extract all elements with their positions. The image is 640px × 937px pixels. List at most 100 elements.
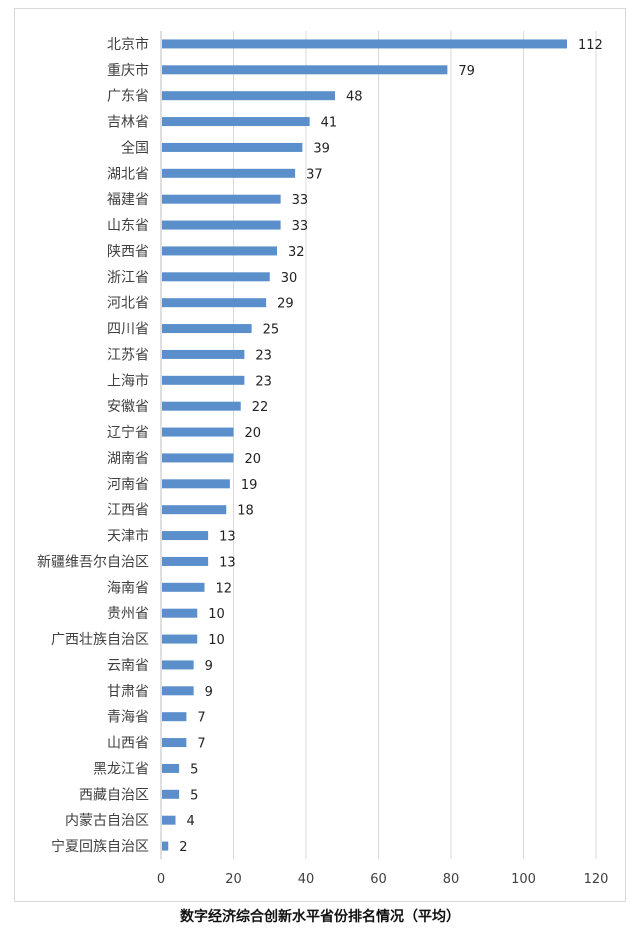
category-label: 陕西省 (107, 244, 149, 260)
bar (162, 194, 281, 204)
x-tick-label: 0 (157, 872, 165, 887)
bar (162, 841, 169, 851)
bar (162, 738, 187, 748)
bar (162, 634, 198, 644)
category-label: 北京市 (107, 36, 149, 53)
data-label: 19 (241, 478, 258, 493)
data-label: 5 (190, 788, 198, 803)
data-label: 39 (313, 141, 330, 156)
category-label: 辽宁省 (107, 424, 149, 441)
data-label: 9 (205, 685, 213, 700)
category-label: 江西省 (107, 503, 149, 519)
data-label: 41 (321, 116, 338, 131)
data-label: 4 (187, 814, 195, 829)
x-tick-label: 60 (370, 872, 387, 887)
data-label: 79 (458, 64, 475, 79)
category-label: 全国 (121, 139, 149, 156)
data-label: 10 (208, 607, 225, 622)
category-label: 广西壮族自治区 (51, 632, 149, 648)
data-label: 32 (288, 245, 305, 260)
data-label: 20 (245, 426, 262, 441)
bar (162, 479, 230, 489)
category-label: 广东省 (107, 89, 149, 105)
data-label: 20 (245, 452, 262, 467)
bar (162, 117, 310, 127)
bar (162, 65, 448, 75)
category-label: 宁夏回族自治区 (51, 838, 149, 855)
chart-frame (14, 8, 626, 902)
category-label: 四川省 (107, 322, 149, 338)
data-label: 9 (205, 659, 213, 674)
bar (162, 39, 567, 49)
category-label: 云南省 (107, 658, 149, 674)
data-label: 2 (179, 840, 187, 855)
data-label: 13 (219, 555, 236, 570)
bar (162, 763, 180, 773)
bar (162, 608, 198, 618)
x-tick-label: 100 (511, 872, 536, 887)
category-label: 贵州省 (107, 606, 149, 622)
category-label: 安徽省 (107, 399, 149, 415)
category-label: 福建省 (107, 192, 149, 208)
x-tick-label: 80 (443, 872, 460, 887)
category-label: 重庆市 (107, 62, 149, 79)
category-label: 江苏省 (107, 347, 149, 363)
bar (162, 168, 296, 178)
bar (162, 298, 267, 308)
data-label: 112 (578, 38, 603, 53)
data-label: 25 (263, 323, 280, 338)
data-label: 33 (292, 193, 309, 208)
data-label: 22 (252, 400, 269, 415)
data-label: 18 (237, 504, 254, 519)
data-label: 48 (346, 90, 363, 105)
data-label: 30 (281, 271, 298, 286)
bar (162, 712, 187, 722)
category-label: 青海省 (107, 710, 149, 726)
bar (162, 789, 180, 799)
data-label: 29 (277, 297, 294, 312)
bar (162, 556, 209, 566)
category-label: 湖北省 (107, 166, 149, 182)
category-label: 天津市 (107, 528, 149, 545)
bar (162, 324, 252, 334)
category-label: 黑龙江省 (93, 761, 149, 777)
data-label: 13 (219, 530, 236, 545)
bar (162, 453, 234, 463)
data-label: 12 (216, 581, 233, 596)
bar (162, 815, 176, 825)
data-label: 10 (208, 633, 225, 648)
data-label: 5 (190, 762, 198, 777)
bar (162, 142, 303, 152)
data-label: 33 (292, 219, 309, 234)
category-label: 吉林省 (107, 115, 149, 131)
category-label: 浙江省 (107, 270, 149, 286)
x-tick-label: 120 (584, 872, 609, 887)
x-tick-label: 20 (225, 872, 242, 887)
bar (162, 531, 209, 541)
category-label: 西藏自治区 (79, 787, 149, 803)
bar (162, 349, 245, 359)
category-label: 湖南省 (107, 451, 149, 467)
bar (162, 401, 241, 411)
category-label: 河南省 (107, 477, 149, 493)
category-label: 新疆维吾尔自治区 (37, 554, 149, 570)
bar (162, 582, 205, 592)
bar (162, 272, 270, 282)
category-label: 甘肃省 (107, 684, 149, 700)
data-label: 23 (255, 374, 272, 389)
data-label: 7 (197, 737, 205, 752)
bar (162, 660, 194, 670)
bar (162, 91, 335, 101)
bar (162, 427, 234, 437)
bar (162, 220, 281, 230)
category-label: 山西省 (107, 736, 149, 752)
data-label: 37 (306, 167, 323, 182)
bar (162, 375, 245, 385)
category-label: 海南省 (107, 580, 149, 596)
category-label: 河北省 (107, 296, 149, 312)
category-label: 山东省 (107, 218, 149, 234)
category-label: 内蒙古自治区 (65, 813, 149, 829)
data-label: 23 (255, 348, 272, 363)
bar (162, 686, 194, 696)
